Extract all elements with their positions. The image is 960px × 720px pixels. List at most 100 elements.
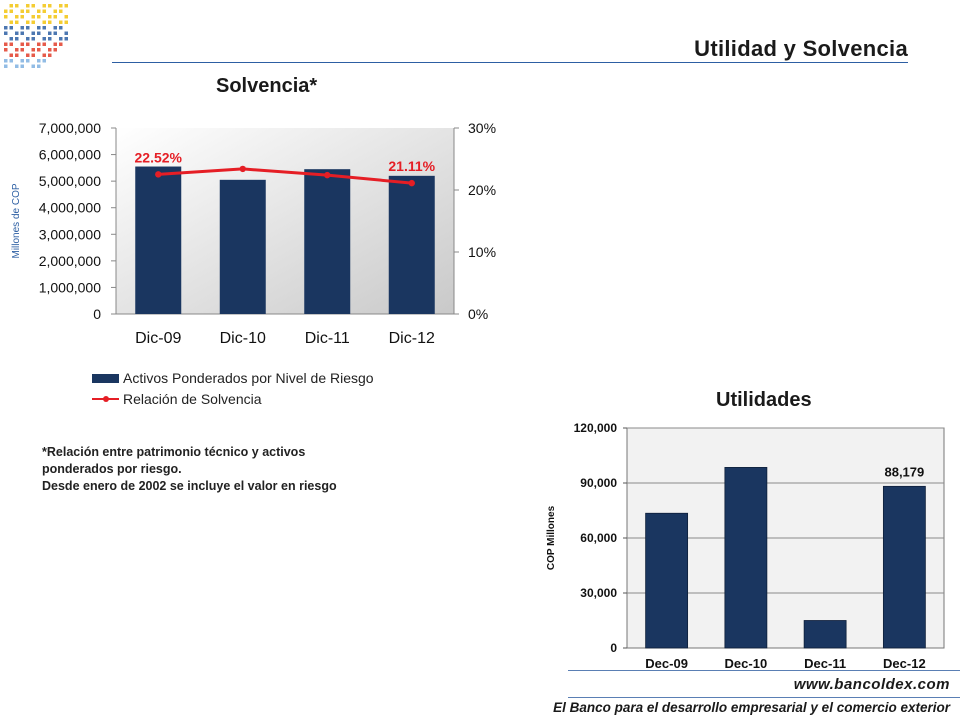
page-title: Utilidad y Solvencia: [694, 36, 908, 61]
bar: [882, 485, 926, 649]
logo-dot: [15, 48, 19, 52]
logo-dot: [26, 20, 30, 24]
logo-dot: [37, 48, 41, 52]
bar: [219, 179, 266, 314]
logo-dot: [26, 53, 30, 57]
logo-dot: [15, 15, 19, 19]
logo-dot: [26, 59, 30, 63]
logo-dot: [31, 37, 35, 41]
legend-bar-swatch: [92, 373, 119, 383]
footnote-line: *Relación entre patrimonio técnico y act…: [42, 445, 306, 459]
logo-dot: [15, 37, 19, 41]
y2-tick-label: 10%: [468, 244, 496, 260]
logo-dot: [20, 48, 24, 52]
logo-dot: [48, 37, 52, 41]
line-point: [155, 171, 162, 178]
y2-tick-label: 20%: [468, 182, 496, 198]
legend-line-label: Relación de Solvencia: [123, 391, 262, 407]
logo-dot: [48, 31, 52, 35]
x-tick-label: Dec-11: [804, 656, 846, 671]
bar: [645, 512, 689, 649]
footnote-line: ponderados por riesgo.: [42, 462, 182, 476]
logo-dot: [31, 64, 35, 68]
logo-dot: [64, 20, 68, 24]
line-point: [408, 179, 415, 187]
logo-dot: [59, 20, 63, 24]
footer-divider: [568, 697, 960, 698]
data-label: 21.11%: [388, 158, 435, 174]
logo-dot: [48, 53, 52, 57]
logo-dot: [9, 42, 13, 46]
logo-dot: [15, 4, 19, 8]
footnote: *Relación entre patrimonio técnico y act…: [42, 444, 402, 495]
logo-dot: [53, 26, 57, 30]
logo-dot: [9, 26, 13, 30]
x-tick-label: Dic-09: [135, 330, 181, 347]
logo-dot: [31, 31, 35, 35]
logo-dot: [9, 53, 13, 57]
solvencia-chart-title: Solvencia*: [216, 75, 318, 97]
header-divider: [112, 62, 908, 63]
footer-divider: [568, 670, 960, 671]
utilidades-chart: 0 30,000 60,000 90,000 120,000 COP Millones De…: [546, 421, 945, 671]
x-tick-label: Dic-11: [305, 330, 350, 347]
bar: [135, 166, 182, 314]
logo-dot: [31, 15, 35, 19]
line-point: [239, 165, 246, 173]
line-point: [324, 171, 331, 179]
logo-dot: [37, 9, 41, 13]
logo-dot: [53, 9, 57, 13]
logo-dot: [20, 9, 24, 13]
logo-dot: [37, 15, 41, 19]
data-label: 88,179: [884, 464, 924, 479]
y-tick-label: 2,000,000: [39, 253, 101, 269]
logo-dot: [64, 15, 68, 19]
y-tick-label: 90,000: [580, 476, 617, 490]
logo-dot: [26, 4, 30, 8]
y-tick-label: 120,000: [574, 421, 618, 435]
logo-dot: [4, 42, 8, 46]
footnote-line: Desde enero de 2002 se incluye el valor …: [42, 479, 337, 493]
logo-dot: [42, 20, 46, 24]
logo-dot: [20, 42, 24, 46]
legend-bar-label: Activos Ponderados por Nivel de Riesgo: [123, 370, 374, 386]
solvencia-chart: 0 1,000,000 2,000,000 3,000,000 4,000,000 5,0…: [11, 120, 496, 347]
x-tick-label: Dec-12: [883, 656, 926, 671]
logo-dot: [59, 37, 63, 41]
logo-dot: [64, 31, 68, 35]
logo-dot: [31, 4, 35, 8]
logo-dot: [48, 15, 52, 19]
logo-dot: [59, 9, 63, 13]
bar: [388, 175, 435, 314]
legend-line-swatch: [92, 396, 119, 402]
x-tick-label: Dic-12: [389, 330, 435, 347]
x-tick-label: Dec-10: [725, 656, 768, 671]
logo-dot: [20, 31, 24, 35]
logo-dot: [48, 20, 52, 24]
y-tick-label: 5,000,000: [39, 173, 101, 189]
bar: [304, 169, 351, 314]
logo-dot: [9, 59, 13, 63]
y-tick-label: 60,000: [580, 531, 617, 545]
logo-dot: [20, 59, 24, 63]
logo-dot: [53, 31, 57, 35]
logo-dot: [9, 4, 13, 8]
logo-dot: [15, 31, 19, 35]
solvency-line: [158, 167, 412, 185]
logo-dot: [48, 48, 52, 52]
x-tick-label: Dic-10: [220, 330, 266, 347]
logo-dot: [37, 26, 41, 30]
data-label: 22.52%: [135, 149, 183, 165]
logo-dot: [53, 15, 57, 19]
logo-dot: [4, 48, 8, 52]
logo-dot: [4, 15, 8, 19]
logo-dot: [4, 26, 8, 30]
logo-dot: [9, 37, 13, 41]
logo-dot: [26, 42, 30, 46]
logo-dot: [15, 64, 19, 68]
logo-dot: [4, 64, 8, 68]
y-tick-label: 6,000,000: [39, 147, 101, 163]
logo-dot: [42, 37, 46, 41]
logo-dot: [59, 26, 63, 30]
y-axis-label: Millones de COP: [11, 183, 22, 258]
